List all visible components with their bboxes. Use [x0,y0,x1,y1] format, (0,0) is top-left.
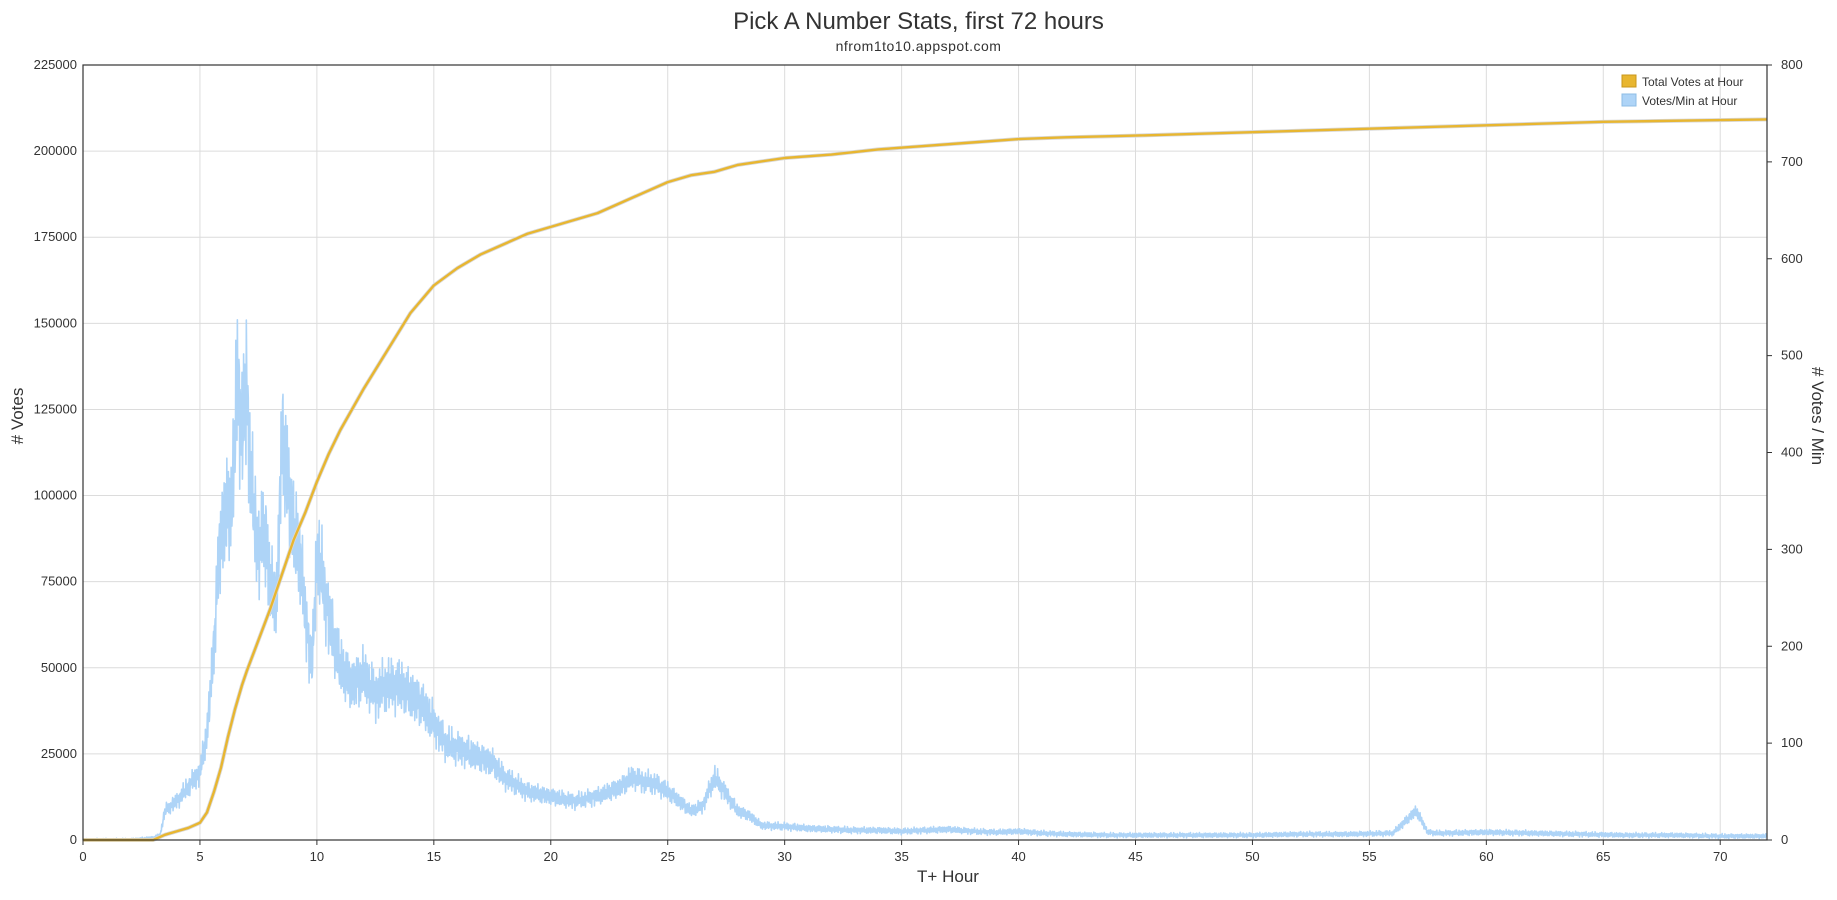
y-right-tick-label: 600 [1781,251,1803,266]
x-tick-label: 60 [1479,849,1493,864]
series-line-total-votes [83,118,1768,842]
y-left-tick-label: 200000 [34,143,77,158]
y-left-tick-label: 100000 [34,488,77,503]
x-tick-label: 45 [1128,849,1142,864]
x-tick-label: 20 [544,849,558,864]
y-left-tick-label: 175000 [34,229,77,244]
chart-subtitle: nfrom1to10.appspot.com [836,38,1002,54]
legend-label-total: Total Votes at Hour [1642,75,1743,89]
chart-title: Pick A Number Stats, first 72 hours [733,8,1104,35]
x-tick-label: 25 [660,849,674,864]
legend-label-rate: Votes/Min at Hour [1642,94,1737,108]
y-right-tick-label: 800 [1781,57,1803,72]
legend-swatch-rate [1621,93,1637,107]
x-tick-label: 35 [894,849,908,864]
y-right-tick-label: 400 [1781,445,1803,460]
axes: 0 5 10 15 20 25 30 35 40 45 50 55 60 65 70025000500007… [34,57,1803,864]
y-left-tick-label: 25000 [41,746,77,761]
x-tick-label: 65 [1596,849,1610,864]
x-tick-label: 10 [310,849,324,864]
x-tick-label: 40 [1011,849,1025,864]
legend: Total Votes at Hour Votes/Min at Hour [1621,74,1743,108]
series-line-votes-per-min [82,318,1768,841]
x-tick-label: 30 [777,849,791,864]
x-tick-label: 0 [79,849,86,864]
x-tick-label: 70 [1713,849,1727,864]
x-tick-label: 55 [1362,849,1376,864]
plot-frame [82,64,1768,841]
y-right-tick-label: 100 [1781,735,1803,750]
y-right-tick-label: 0 [1781,832,1788,847]
x-tick-label: 5 [196,849,203,864]
y-left-tick-label: 125000 [34,401,77,416]
y-left-tick-label: 150000 [34,315,77,330]
y-right-tick-label: 700 [1781,154,1803,169]
y-left-tick-label: 50000 [41,660,77,675]
x-axis-title: T+ Hour [917,867,979,886]
y-left-tick-label: 75000 [41,574,77,589]
series-shadow-total-votes [83,117,1768,842]
plot-series [82,117,1768,842]
y-axis-right-title: # Votes / Min [1808,367,1827,465]
legend-swatch-total [1621,74,1637,88]
y-right-tick-label: 200 [1781,638,1803,653]
grid-lines [82,64,1767,841]
y-axis-left-title: # Votes [8,388,27,445]
x-tick-label: 15 [427,849,441,864]
y-left-tick-label: 0 [70,832,77,847]
x-tick-label: 50 [1245,849,1259,864]
y-right-tick-label: 500 [1781,348,1803,363]
y-right-tick-label: 300 [1781,541,1803,556]
y-left-tick-label: 225000 [34,57,77,72]
